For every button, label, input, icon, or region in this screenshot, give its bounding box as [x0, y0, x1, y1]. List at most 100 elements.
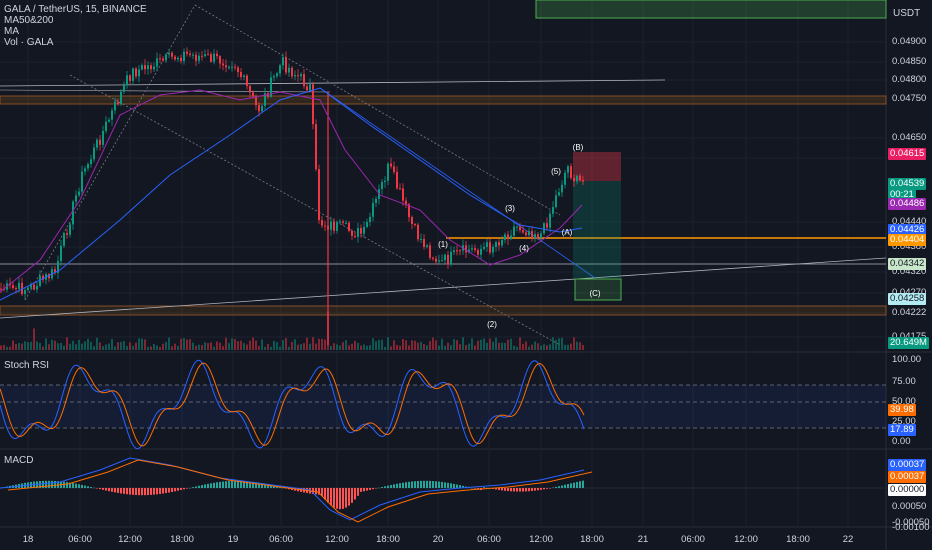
macd-histogram-bar	[270, 485, 272, 488]
macd-histogram-bar	[135, 488, 137, 496]
volume-bar	[387, 337, 389, 350]
candle-body	[534, 234, 536, 239]
volume-bar	[12, 340, 14, 350]
candle-body	[216, 53, 218, 57]
candle-body	[54, 269, 56, 273]
macd-title[interactable]: MACD	[4, 455, 34, 466]
volume-bar	[165, 342, 167, 350]
volume-bar	[201, 344, 203, 350]
candle-body	[567, 166, 569, 173]
candle-body	[33, 284, 35, 290]
volume-bar	[510, 338, 512, 350]
candle-body	[267, 93, 269, 97]
volume-bar	[402, 338, 404, 350]
volume-bar	[174, 343, 176, 350]
volume-bar	[270, 346, 272, 350]
volume-bar	[135, 342, 137, 350]
chart-legend: GALA / TetherUS, 15, BINANCE MA50&200 MA…	[4, 4, 147, 48]
macd-histogram-bar	[333, 488, 335, 508]
price-badge: 0.04404	[888, 234, 927, 246]
candle-body	[429, 245, 431, 258]
candle-body	[456, 250, 458, 252]
macd-histogram-bar	[474, 488, 476, 489]
macd-histogram-bar	[504, 488, 506, 491]
macd-histogram-bar	[264, 483, 266, 488]
candle-body	[108, 119, 110, 122]
candle-body	[417, 224, 419, 240]
candle-body	[261, 105, 263, 112]
stoch-rsi-title[interactable]: Stoch RSI	[4, 360, 50, 371]
macd-histogram-bar	[201, 485, 203, 488]
volume-bar	[375, 341, 377, 350]
ma-cross-label[interactable]: MA50&200	[4, 15, 54, 26]
candle-body	[18, 282, 20, 289]
volume-bar	[516, 346, 518, 350]
volume-bar	[81, 343, 83, 350]
volume-bar	[519, 337, 521, 350]
ma-label[interactable]: MA	[4, 26, 19, 37]
volume-bar	[252, 337, 254, 350]
volume-bar	[390, 346, 392, 350]
candle-body	[459, 250, 461, 252]
volume-bar	[30, 341, 32, 350]
volume-bar	[471, 338, 473, 350]
volume-bar	[570, 343, 572, 350]
macd-tick: -0.00050	[892, 517, 930, 528]
time-tick: 18:00	[786, 534, 810, 545]
candle-body	[564, 172, 566, 185]
volume-bar	[558, 338, 560, 350]
volume-bar	[456, 340, 458, 350]
macd-histogram-bar	[564, 484, 566, 488]
stoch-tick: 50.00	[892, 396, 916, 407]
macd-histogram-bar	[540, 488, 542, 490]
candle-body	[306, 86, 308, 91]
price-badge: 0.04426	[888, 224, 927, 236]
volume-label[interactable]: Vol · GALA	[4, 37, 54, 48]
candle-body	[195, 54, 197, 61]
time-tick: 22	[842, 534, 854, 545]
macd-histogram-bar	[330, 488, 332, 506]
price-tick: 0.04222	[892, 307, 927, 318]
candle-body	[48, 274, 50, 279]
macd-histogram-bar	[90, 486, 92, 488]
macd-histogram-bar	[582, 480, 584, 488]
candle-body	[186, 51, 188, 54]
volume-bar	[348, 345, 350, 350]
supply-zone-upper	[0, 95, 887, 105]
volume-bar	[48, 344, 50, 350]
macd-histogram-bar	[279, 487, 281, 488]
stoch-badge: 17.89	[888, 424, 916, 436]
volume-bar	[210, 342, 212, 350]
macd-histogram-bar	[237, 480, 239, 488]
candle-body	[270, 77, 272, 97]
candle-body	[135, 68, 137, 77]
macd-histogram-bar	[162, 488, 164, 494]
time-tick: 20	[432, 534, 444, 545]
macd-histogram-bar	[321, 488, 323, 497]
volume-bar	[18, 343, 20, 350]
macd-histogram-bar	[408, 481, 410, 488]
candle-body	[330, 221, 332, 230]
dashed-line-3	[69, 74, 561, 346]
candle-body	[399, 188, 401, 190]
macd-histogram-bar	[84, 485, 86, 488]
candle-body	[198, 55, 200, 61]
candle-body	[252, 92, 254, 97]
candle-body	[255, 96, 257, 106]
candle-body	[69, 224, 71, 235]
macd-histogram-bar	[348, 488, 350, 506]
macd-histogram-bar	[240, 480, 242, 488]
symbol-title[interactable]: GALA / TetherUS, 15, BINANCE	[4, 4, 147, 15]
candle-body	[507, 234, 509, 240]
volume-bar	[492, 341, 494, 350]
macd-histogram-bar	[234, 480, 236, 488]
time-tick: 19	[227, 534, 239, 545]
macd-histogram-bar	[384, 486, 386, 488]
macd-histogram-bar	[249, 481, 251, 488]
macd-histogram-bar	[102, 488, 104, 490]
candle-body	[207, 54, 209, 56]
candle-body	[63, 233, 65, 246]
price-badge: 0.04615	[888, 148, 927, 160]
candle-body	[129, 75, 131, 81]
